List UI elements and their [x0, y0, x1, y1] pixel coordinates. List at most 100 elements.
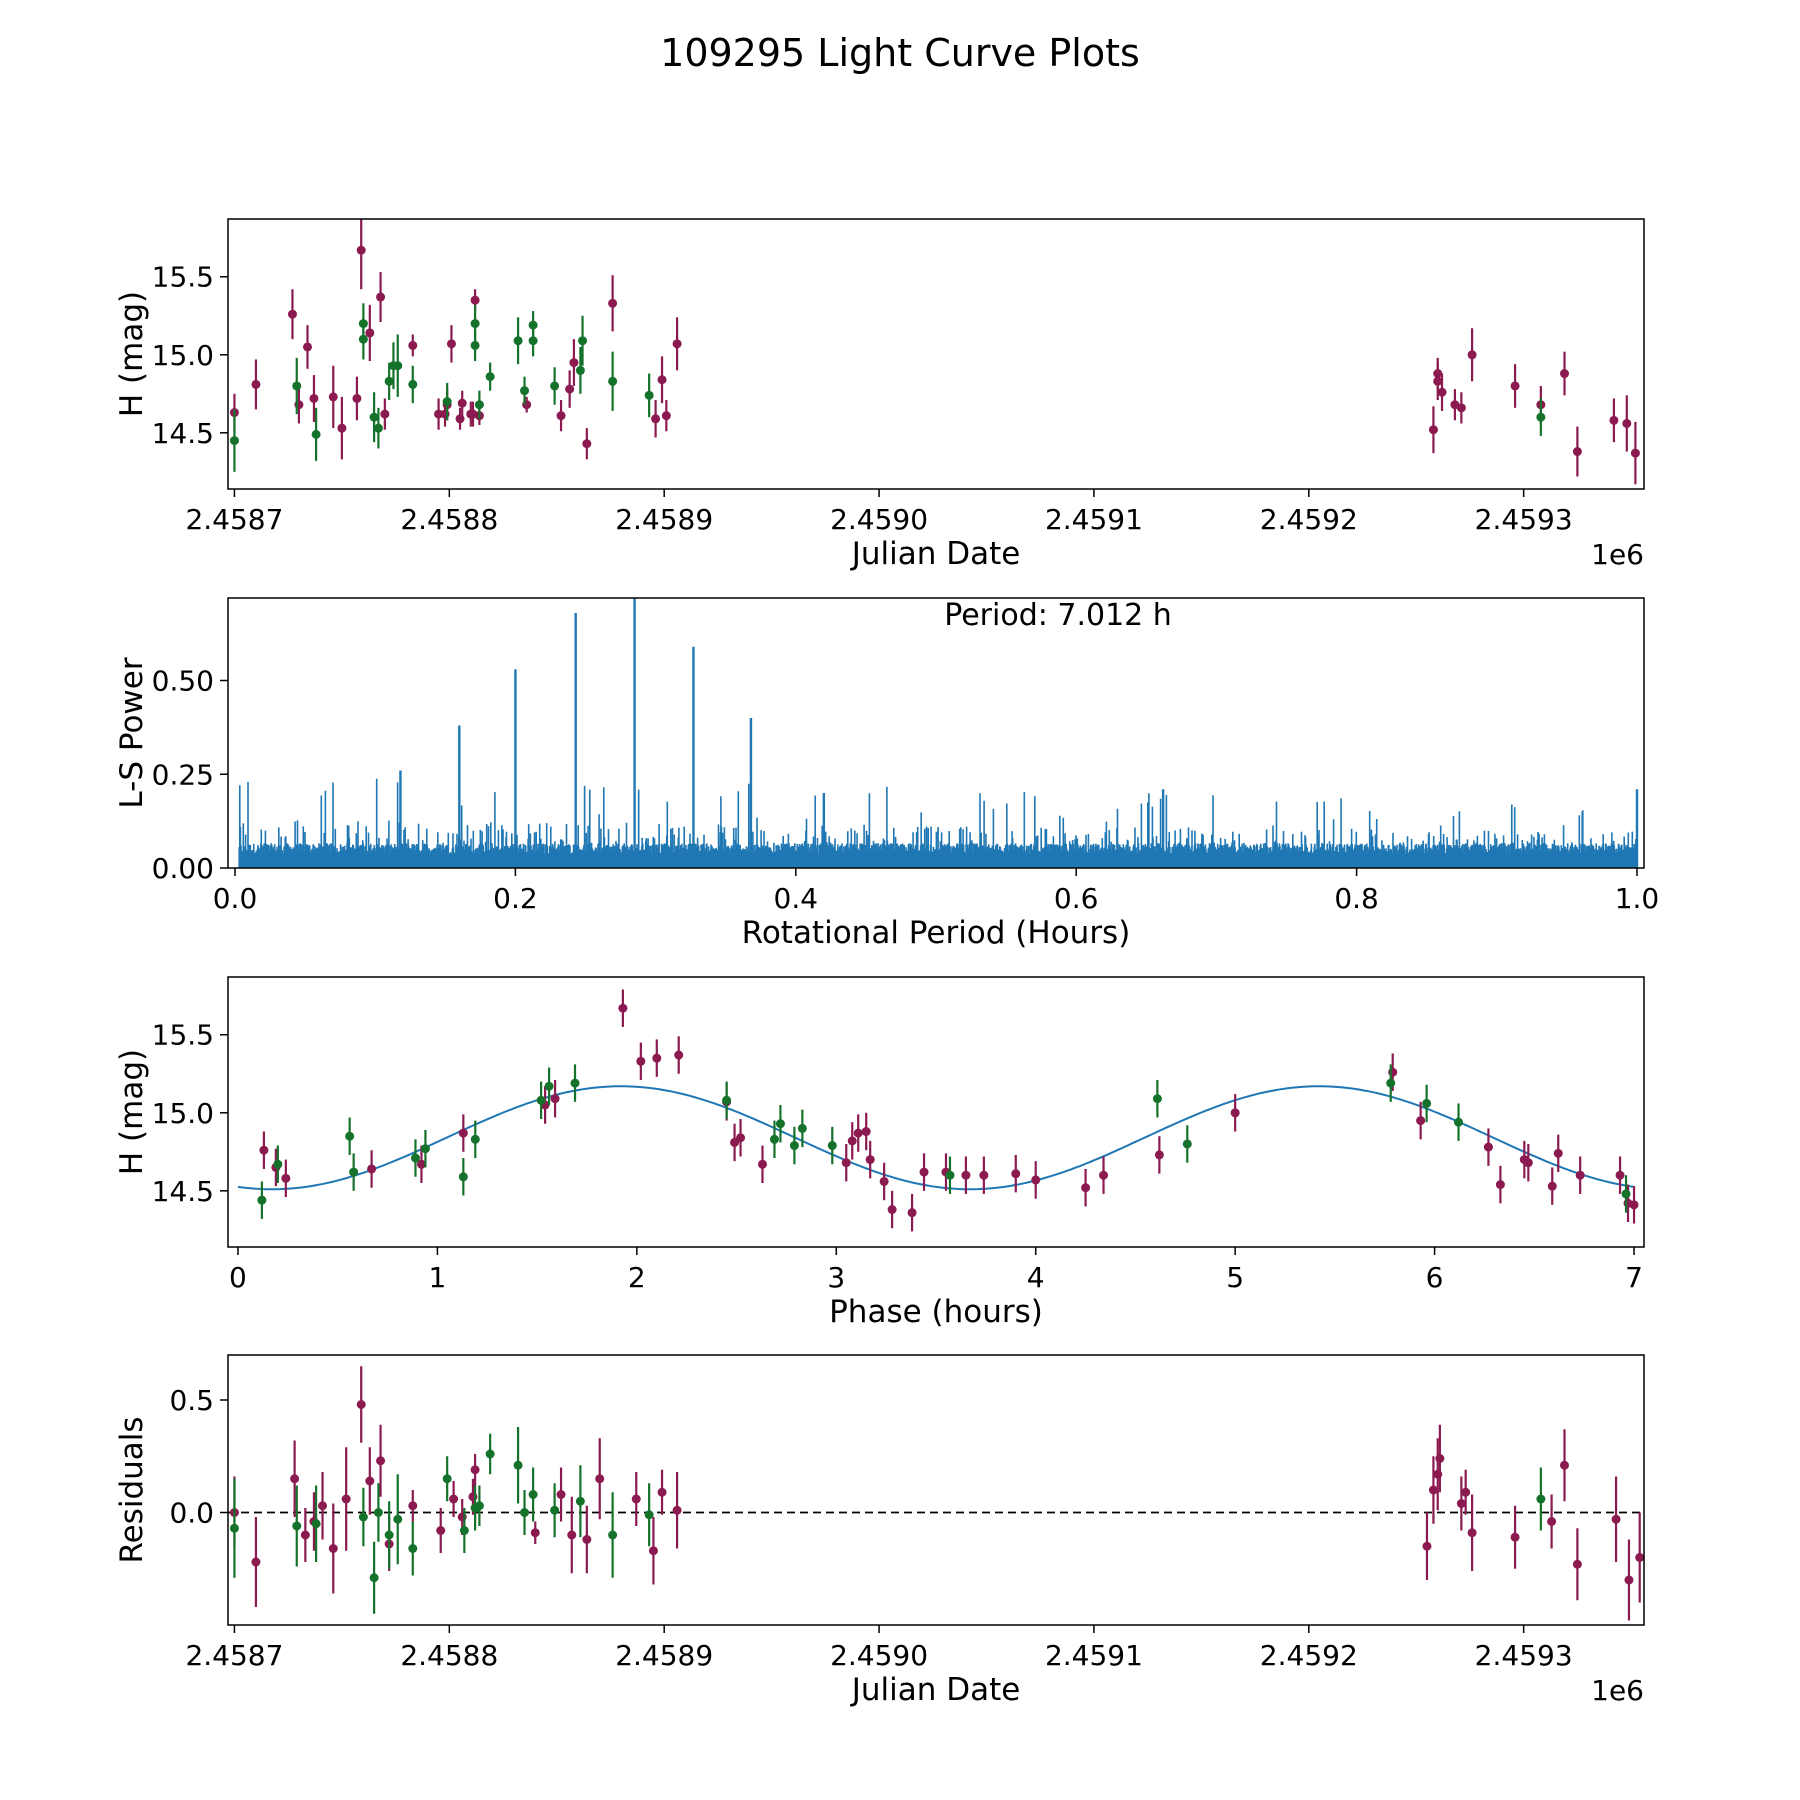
magenta-point — [631, 1494, 641, 1504]
magenta-point — [1523, 1158, 1533, 1168]
magenta-point — [1456, 1499, 1466, 1508]
magenta-point — [1433, 376, 1443, 386]
x-tick-label: 2.4587 — [185, 1639, 283, 1672]
magenta-point — [919, 1167, 929, 1177]
x-tick-label: 7 — [1625, 1261, 1643, 1294]
green-point — [459, 1526, 469, 1535]
green-point — [1536, 412, 1546, 422]
green-point — [410, 1153, 420, 1163]
magenta-point — [608, 298, 618, 308]
x-tick-label: 0.4 — [774, 882, 819, 915]
green-point — [797, 1123, 807, 1133]
x-tick-label: 1.0 — [1615, 882, 1660, 915]
data-points — [229, 1366, 1644, 1621]
green-point — [769, 1134, 779, 1144]
green-point — [470, 319, 480, 329]
green-point — [349, 1167, 359, 1177]
green-point — [722, 1095, 732, 1105]
green-point — [536, 1095, 546, 1105]
green-point — [229, 1523, 239, 1533]
magenta-point — [550, 1094, 560, 1104]
green-point — [608, 1530, 618, 1540]
data-points — [257, 989, 1639, 1232]
magenta-point — [1547, 1181, 1557, 1191]
axes-frame — [227, 597, 1645, 869]
x-tick-label: 2.4590 — [830, 503, 928, 536]
x-tick-label: 2.4592 — [1260, 503, 1358, 536]
x-tick-label: 6 — [1426, 1261, 1444, 1294]
green-point — [369, 1573, 379, 1583]
green-point — [470, 340, 480, 350]
x-tick-label: 2.4587 — [185, 503, 283, 536]
x-axis-label: Phase (hours) — [829, 1294, 1043, 1330]
green-point — [474, 400, 484, 410]
y-tick-label: 15.0 — [152, 1097, 214, 1130]
magenta-point — [1559, 369, 1569, 379]
magenta-point — [352, 393, 362, 403]
magenta-point — [1635, 1553, 1644, 1562]
lightcurve-panel: 2.4587 2.4588 2.4589 2.4590 2.4591 2.4592 2.45… — [114, 218, 1645, 572]
magenta-point — [434, 409, 444, 419]
magenta-point — [458, 1128, 468, 1138]
magenta-point — [341, 1494, 351, 1504]
green-point — [273, 1159, 283, 1169]
green-point — [458, 1172, 468, 1182]
magenta-point — [309, 393, 319, 403]
green-point — [570, 1078, 580, 1088]
x-tick-label: 1 — [428, 1261, 446, 1294]
green-point — [358, 1512, 368, 1522]
y-axis-label: L-S Power — [114, 657, 150, 808]
green-point — [474, 1501, 484, 1511]
magenta-point — [1622, 418, 1632, 428]
y-tick-label: 0.5 — [169, 1384, 214, 1417]
y-tick-label: 15.0 — [152, 339, 214, 372]
green-point — [442, 397, 452, 407]
magenta-point — [853, 1128, 863, 1138]
magenta-point — [672, 1505, 682, 1515]
green-point — [420, 1144, 430, 1154]
magenta-point — [1495, 1180, 1505, 1190]
magenta-point — [1081, 1183, 1091, 1193]
magenta-point — [436, 1526, 446, 1535]
green-point — [775, 1119, 785, 1129]
green-point — [789, 1141, 799, 1151]
magenta-point — [1575, 1170, 1585, 1180]
magenta-point — [446, 339, 456, 349]
axes-frame — [227, 976, 1645, 1248]
magenta-point — [455, 414, 465, 424]
magenta-point — [1615, 1170, 1625, 1180]
magenta-point — [318, 1501, 328, 1511]
periodogram-lines — [238, 598, 1639, 868]
green-point — [485, 372, 495, 382]
green-point — [1621, 1189, 1631, 1199]
green-point — [520, 1508, 530, 1517]
x-tick-label: 2.4591 — [1045, 503, 1143, 536]
x-tick-label: 2.4593 — [1475, 1639, 1573, 1672]
green-point — [608, 376, 618, 386]
green-point — [393, 361, 403, 371]
axes-frame — [227, 218, 1645, 490]
magenta-point — [380, 409, 390, 419]
magenta-point — [657, 375, 667, 385]
data-points — [229, 219, 1640, 485]
magenta-point — [328, 1544, 338, 1553]
figure-title: 109295 Light Curve Plots — [660, 31, 1140, 75]
x-tick-label: 4 — [1027, 1261, 1045, 1294]
magenta-point — [290, 1474, 300, 1484]
magenta-point — [1572, 1559, 1582, 1569]
magenta-point — [1630, 448, 1640, 458]
magenta-point — [582, 439, 592, 449]
magenta-point — [1629, 1200, 1639, 1210]
magenta-point — [595, 1474, 605, 1484]
x-tick-label: 2.4593 — [1475, 503, 1573, 536]
magenta-point — [979, 1170, 989, 1180]
green-point — [442, 1474, 452, 1484]
magenta-point — [847, 1136, 857, 1146]
green-point — [311, 1519, 321, 1529]
magenta-point — [259, 1145, 269, 1155]
magenta-point — [281, 1173, 291, 1183]
green-point — [1454, 1117, 1464, 1127]
green-point — [1386, 1078, 1396, 1088]
magenta-point — [1547, 1517, 1557, 1526]
